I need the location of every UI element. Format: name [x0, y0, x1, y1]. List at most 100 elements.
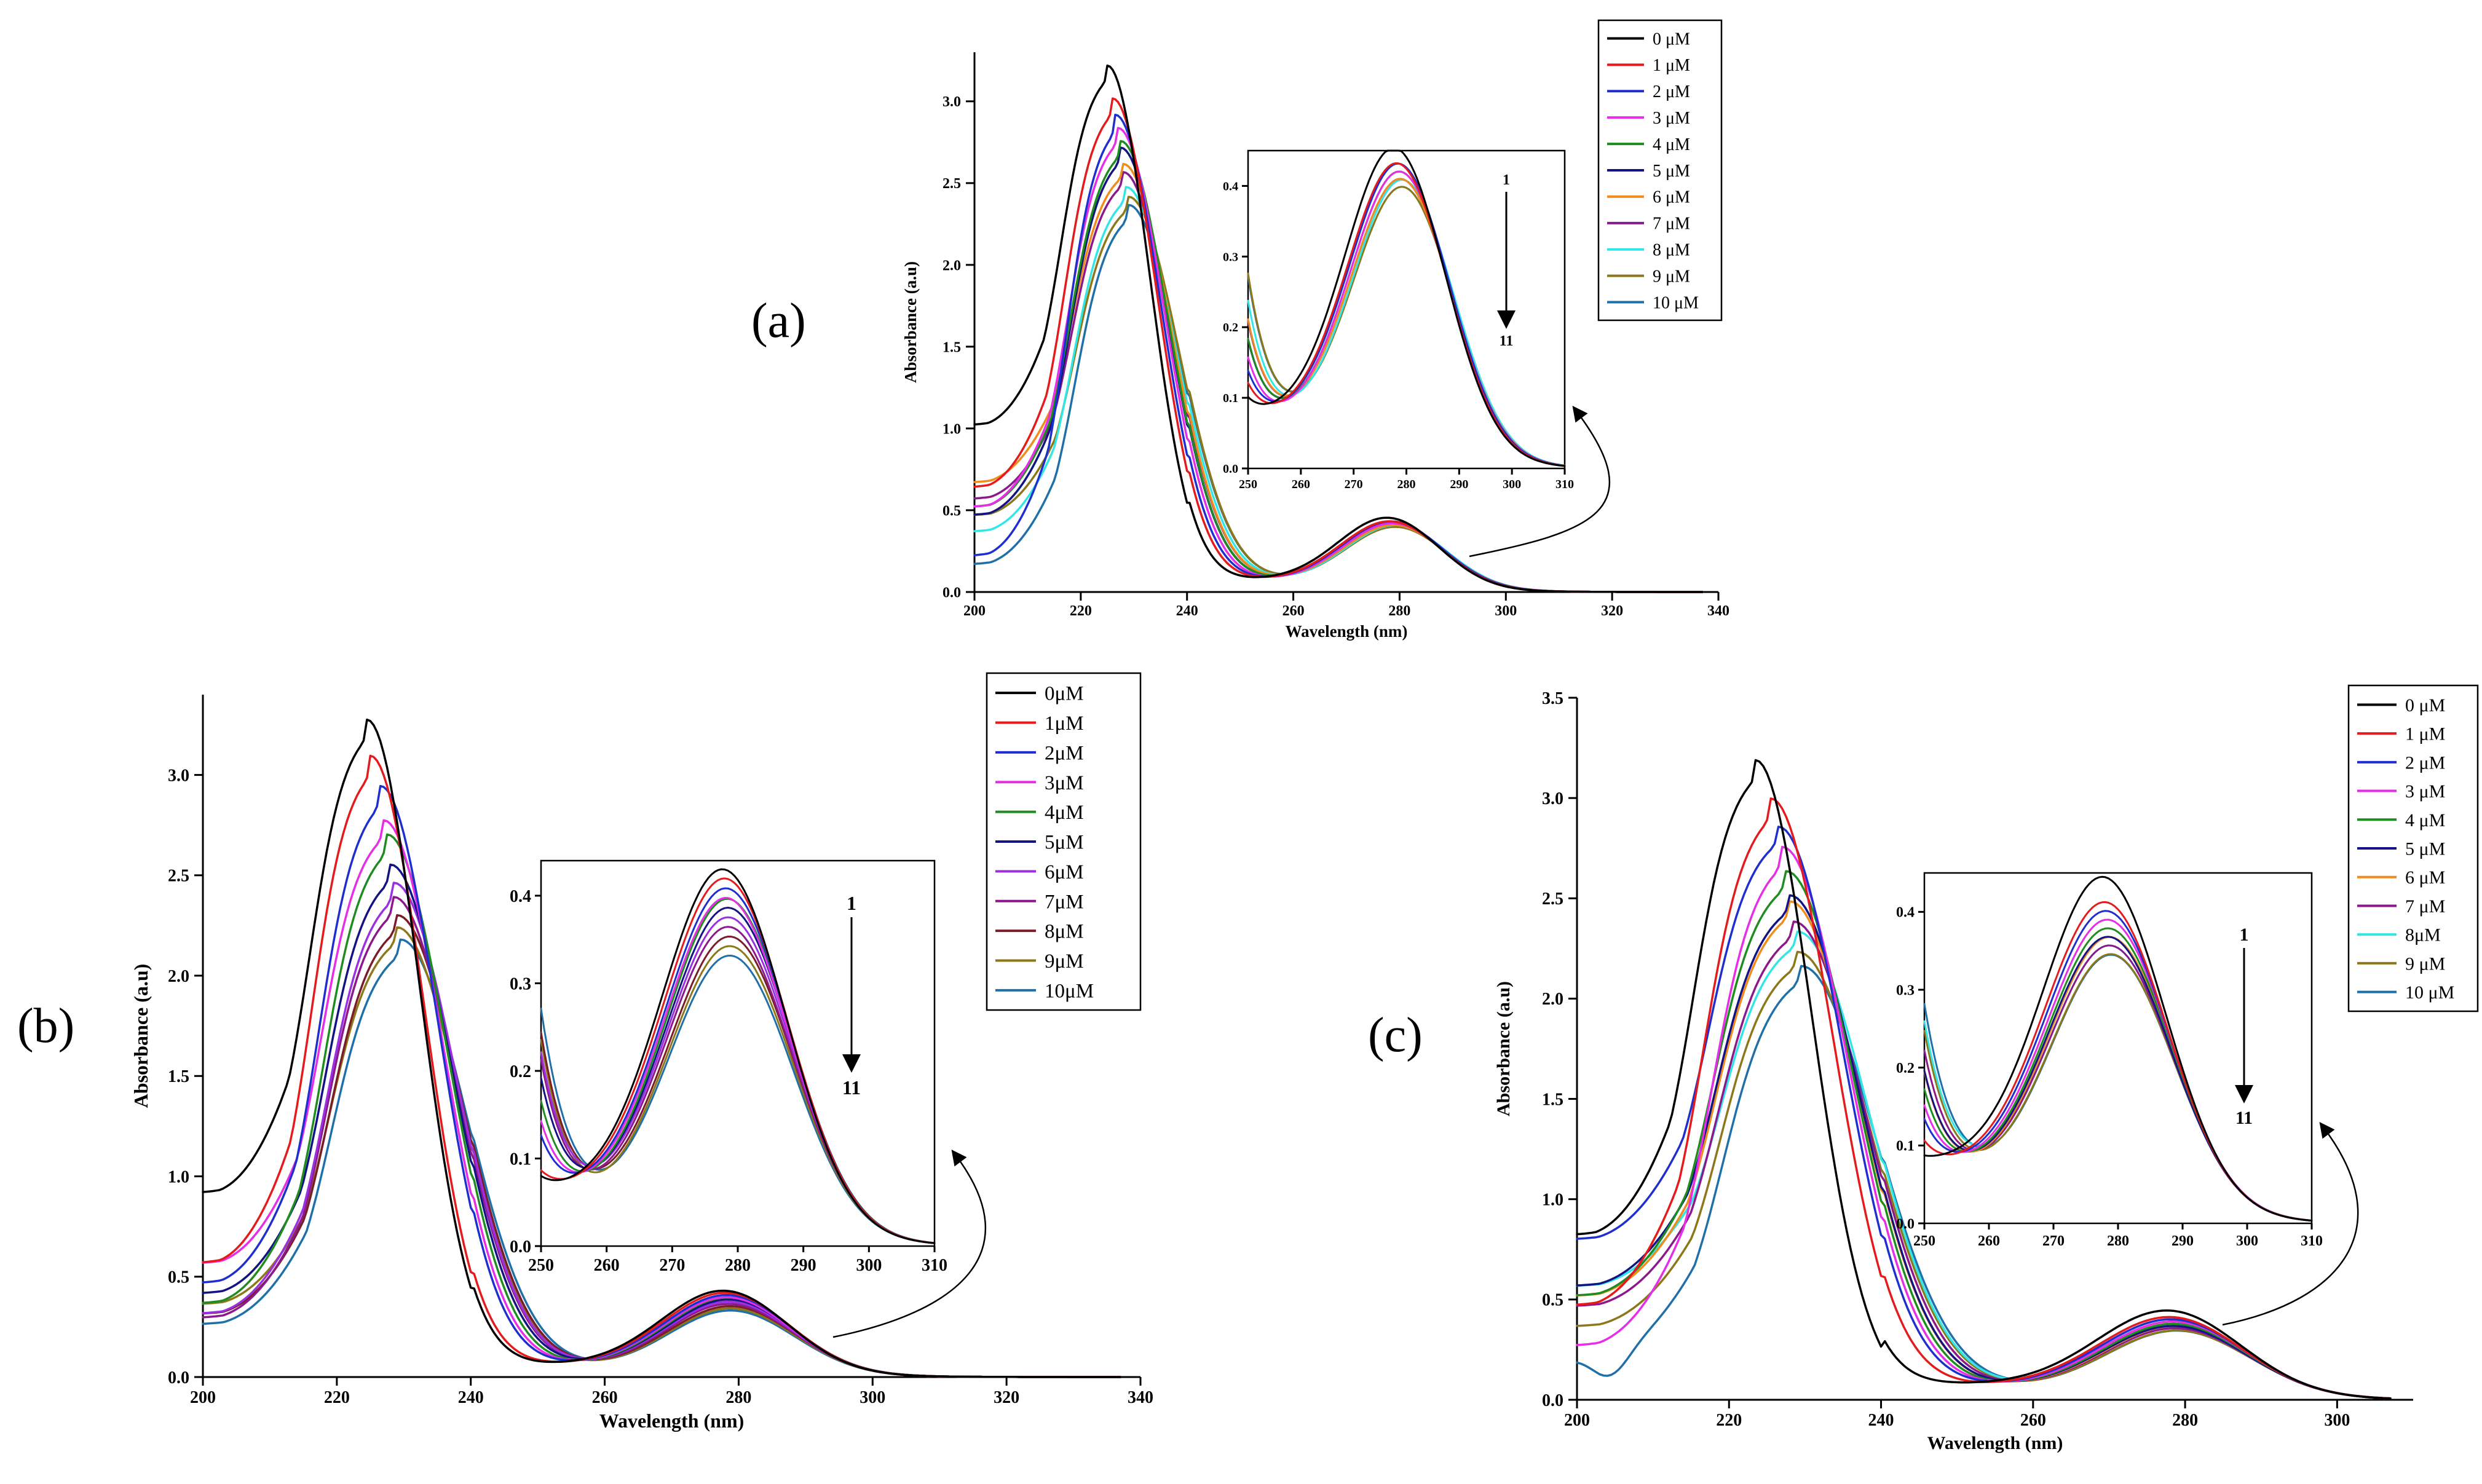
inset-x-tick-label: 310: [922, 1256, 947, 1275]
arrow-label-top: 1: [847, 892, 856, 914]
x-tick-label: 200: [1564, 1411, 1590, 1430]
legend-label-3: 3 μM: [2405, 781, 2445, 802]
legend-label-1: 1μM: [1045, 712, 1084, 735]
inset-x-tick-label: 250: [528, 1256, 554, 1275]
legend-label-9: 9μM: [1045, 950, 1084, 973]
inset-x-tick-label: 290: [791, 1256, 816, 1275]
inset-frame: [1247, 149, 1566, 470]
inset-y-tick-label: 0.2: [1223, 321, 1238, 334]
y-tick-label: 3.5: [1542, 689, 1563, 708]
legend-label-9: 9 μM: [1653, 267, 1690, 286]
series-line-0: [1576, 759, 2392, 1400]
y-axis-title: Absorbance (a.u): [901, 261, 920, 383]
x-tick-label: 220: [324, 1388, 350, 1407]
inset-y-tick-label: 0.3: [510, 974, 531, 993]
x-tick-label: 260: [2020, 1411, 2046, 1430]
y-tick-label: 0.5: [1542, 1291, 1563, 1310]
inset-x-tick-label: 310: [1555, 478, 1574, 491]
inset-x-tick-label: 250: [1239, 478, 1257, 491]
legend-label-0: 0 μM: [1653, 30, 1690, 49]
arrow-label-bottom: 11: [842, 1076, 861, 1099]
legend-label-0: 0μM: [1045, 683, 1084, 705]
y-tick-label: 2.5: [1542, 890, 1563, 909]
legend-label-3: 3μM: [1045, 772, 1084, 794]
legend-label-10: 10 μM: [2405, 982, 2454, 1003]
panel-label: (c): [1368, 1008, 1423, 1062]
inset-x-tick-label: 310: [2301, 1233, 2323, 1249]
inset-x-tick-label: 290: [2172, 1233, 2194, 1249]
x-tick-label: 240: [458, 1388, 484, 1407]
y-tick-label: 2.0: [943, 258, 961, 274]
legend-label-2: 2 μM: [1653, 82, 1690, 101]
y-tick-label: 2.5: [168, 867, 189, 886]
legend-label-5: 5 μM: [1653, 162, 1690, 181]
x-tick-label: 280: [1388, 603, 1410, 619]
x-tick-label: 240: [1176, 603, 1198, 619]
x-axis-title: Wavelength (nm): [599, 1410, 745, 1432]
x-tick-label: 300: [1495, 603, 1517, 619]
inset-x-tick-label: 260: [1978, 1233, 2000, 1249]
inset-x-tick-label: 300: [856, 1256, 882, 1275]
inset-line-0: [540, 868, 936, 1244]
legend-label-2: 2μM: [1045, 742, 1084, 764]
legend-label-0: 0 μM: [2405, 695, 2445, 716]
y-tick-label: 1.0: [943, 421, 961, 437]
inset-y-tick-label: 0.4: [1223, 180, 1238, 193]
inset-y-tick-label: 0.3: [1223, 250, 1238, 264]
inset-x-tick-label: 250: [1913, 1233, 1935, 1249]
y-tick-label: 1.0: [168, 1167, 189, 1186]
y-tick-label: 0.0: [168, 1368, 189, 1387]
y-tick-label: 0.5: [943, 503, 961, 519]
inset-x-tick-label: 300: [2236, 1233, 2258, 1249]
panel-label: (b): [17, 999, 74, 1053]
legend-label-5: 5μM: [1045, 832, 1084, 854]
y-tick-label: 0.0: [1542, 1391, 1563, 1410]
inset-y-tick-label: 0.0: [1896, 1216, 1915, 1232]
panel-a: (a) 200 220 240 260 280 300 320 340 0.0 0.5 1.0 1.5 2…: [751, 19, 1729, 641]
y-tick-label: 3.0: [1542, 789, 1563, 808]
x-tick-label: 220: [1070, 603, 1092, 619]
x-axis-title: Wavelength (nm): [1286, 622, 1408, 641]
legend-label-10: 10 μM: [1653, 293, 1699, 312]
x-axis-title: Wavelength (nm): [1927, 1433, 2063, 1453]
panel-b: (b) 200 220 240 260 280 300 320 340 0.0 0.5 1.0 1.5 2…: [17, 672, 1153, 1432]
inset-x-tick-label: 300: [1503, 478, 1521, 491]
y-tick-label: 3.0: [168, 766, 189, 785]
inset-frame: [1923, 872, 2313, 1225]
inset-x-tick-label: 270: [2042, 1233, 2065, 1249]
y-axis-title: Absorbance (a.u): [1493, 981, 1514, 1116]
x-tick-label: 240: [1868, 1411, 1894, 1430]
series-line-0: [202, 718, 1122, 1378]
x-tick-label: 300: [860, 1388, 885, 1407]
legend-label-6: 6μM: [1045, 861, 1084, 883]
x-tick-label: 340: [1707, 603, 1729, 619]
legend-label-3: 3 μM: [1653, 109, 1690, 128]
inset-y-tick-label: 0.2: [510, 1062, 531, 1081]
y-axis-title: Absorbance (a.u): [130, 964, 152, 1108]
legend-label-8: 8μM: [1045, 921, 1084, 943]
y-tick-label: 1.5: [168, 1067, 189, 1086]
x-tick-label: 260: [592, 1388, 618, 1407]
y-tick-label: 2.5: [943, 176, 961, 192]
inset-x-tick-label: 280: [2107, 1233, 2129, 1249]
legend-label-7: 7 μM: [1653, 215, 1690, 234]
inset-y-tick-label: 0.4: [1896, 905, 1915, 921]
legend-label-9: 9 μM: [2405, 953, 2445, 974]
x-tick-label: 320: [1601, 603, 1623, 619]
x-tick-label: 280: [2172, 1411, 2198, 1430]
inset-line-0: [1923, 875, 2313, 1222]
y-tick-label: 0.0: [943, 585, 961, 601]
legend-label-2: 2 μM: [2405, 752, 2445, 773]
inset-pointer-arrow: [832, 1149, 986, 1338]
x-tick-label: 320: [994, 1388, 1019, 1407]
inset-y-tick-label: 0.3: [1896, 982, 1915, 998]
arrow-label-top: 1: [1503, 172, 1510, 188]
legend-label-1: 1 μM: [2405, 724, 2445, 744]
y-tick-label: 2.0: [168, 967, 189, 986]
inset-y-tick-label: 0.1: [510, 1150, 531, 1169]
inset-y-tick-label: 0.1: [1896, 1139, 1915, 1154]
series-line-0: [973, 64, 1704, 593]
arrow-label-bottom: 11: [2235, 1108, 2253, 1128]
